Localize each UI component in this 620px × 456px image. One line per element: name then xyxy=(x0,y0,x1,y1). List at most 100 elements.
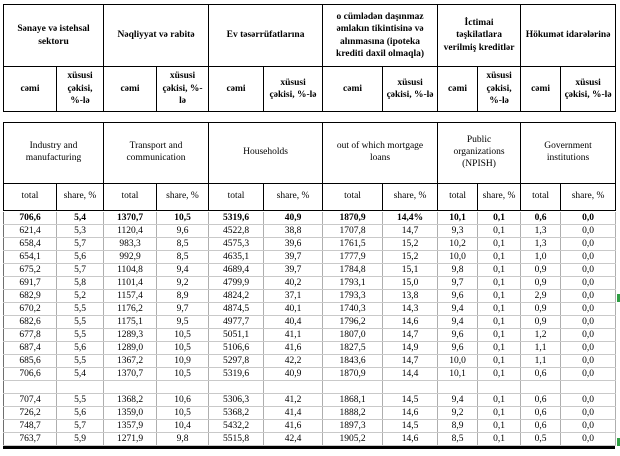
empty-cell[interactable] xyxy=(208,380,264,394)
table-cell[interactable]: 0,0 xyxy=(560,354,616,368)
en-group-households[interactable]: Households xyxy=(208,122,324,184)
table-cell[interactable]: 40,9 xyxy=(263,212,323,225)
table-cell[interactable]: 1793,1 xyxy=(322,276,383,290)
table-cell[interactable]: 0,1 xyxy=(477,302,521,316)
table-cell[interactable]: 37,1 xyxy=(263,289,323,303)
table-cell[interactable]: 9,4 xyxy=(437,315,478,329)
table-cell[interactable]: 5,9 xyxy=(56,432,104,446)
table-cell[interactable]: 1740,3 xyxy=(322,302,383,316)
az-total-header[interactable]: cəmi xyxy=(437,66,479,112)
table-cell[interactable]: 0,1 xyxy=(477,419,521,433)
table-cell[interactable]: 10,9 xyxy=(156,354,209,368)
table-cell[interactable]: 0,1 xyxy=(477,328,521,342)
az-share-header[interactable]: xüsusi çəkisi, %-lə xyxy=(382,66,439,112)
table-cell[interactable]: 763,7 xyxy=(3,432,57,446)
table-cell[interactable]: 14,7 xyxy=(382,328,438,342)
table-cell[interactable]: 9,8 xyxy=(437,263,478,277)
table-cell[interactable]: 0,0 xyxy=(560,289,616,303)
table-cell[interactable]: 0,1 xyxy=(477,432,521,446)
table-cell[interactable]: 5368,2 xyxy=(208,406,264,420)
table-cell[interactable]: 9,4 xyxy=(437,302,478,316)
table-cell[interactable]: 1796,2 xyxy=(322,315,383,329)
en-share-header[interactable]: share, % xyxy=(560,183,617,211)
table-cell[interactable]: 10,1 xyxy=(437,367,478,381)
table-cell[interactable]: 1271,9 xyxy=(103,432,157,446)
table-cell[interactable]: 14,9 xyxy=(382,341,438,355)
table-cell[interactable]: 40,1 xyxy=(263,302,323,316)
table-cell[interactable]: 5,5 xyxy=(56,354,104,368)
table-cell[interactable]: 0,6 xyxy=(520,212,561,225)
table-cell[interactable]: 1357,9 xyxy=(103,419,157,433)
az-group-households[interactable]: Ev təsərrüfatlarına xyxy=(208,4,324,67)
table-cell[interactable]: 9,7 xyxy=(156,302,209,316)
table-cell[interactable]: 1888,2 xyxy=(322,406,383,420)
table-cell[interactable]: 5,7 xyxy=(56,237,104,251)
table-cell[interactable]: 1,3 xyxy=(520,224,561,238)
table-cell[interactable]: 14,6 xyxy=(382,406,438,420)
table-cell[interactable]: 9,4 xyxy=(156,263,209,277)
table-cell[interactable]: 1120,4 xyxy=(103,224,157,238)
table-cell[interactable]: 8,9 xyxy=(156,289,209,303)
az-group-mortgage[interactable]: o cümlədən daşınmaz əmlakın tikintisinə … xyxy=(322,4,439,67)
az-total-header[interactable]: cəmi xyxy=(103,66,158,112)
table-cell[interactable]: 0,5 xyxy=(520,432,561,446)
table-cell[interactable]: 1368,2 xyxy=(103,393,157,407)
table-cell[interactable]: 4575,3 xyxy=(208,237,264,251)
table-cell[interactable]: 0,1 xyxy=(477,276,521,290)
table-cell[interactable]: 39,7 xyxy=(263,263,323,277)
table-cell[interactable]: 8,5 xyxy=(437,432,478,446)
az-share-header[interactable]: xüsusi çəkisi, %-lə xyxy=(477,66,522,112)
table-cell[interactable]: 1870,9 xyxy=(322,367,383,381)
table-cell[interactable]: 5,5 xyxy=(56,315,104,329)
table-cell[interactable]: 0,9 xyxy=(520,302,561,316)
table-cell[interactable]: 42,2 xyxy=(263,354,323,368)
table-cell[interactable]: 41,6 xyxy=(263,419,323,433)
table-cell[interactable]: 5,5 xyxy=(56,328,104,342)
table-cell[interactable]: 10,5 xyxy=(156,367,209,381)
table-cell[interactable]: 14,7 xyxy=(382,224,438,238)
table-cell[interactable]: 1761,5 xyxy=(322,237,383,251)
table-cell[interactable]: 5,4 xyxy=(56,212,104,225)
table-cell[interactable]: 5,3 xyxy=(56,224,104,238)
table-cell[interactable]: 0,9 xyxy=(520,263,561,277)
en-group-public-orgs[interactable]: Public organizations (NPISH) xyxy=(437,122,522,184)
table-cell[interactable]: 9,6 xyxy=(437,341,478,355)
table-cell[interactable]: 0,0 xyxy=(560,432,616,446)
table-cell[interactable]: 0,1 xyxy=(477,237,521,251)
table-cell[interactable]: 1,1 xyxy=(520,354,561,368)
table-cell[interactable]: 40,4 xyxy=(263,315,323,329)
table-cell[interactable]: 0,0 xyxy=(560,406,616,420)
table-cell[interactable]: 5297,8 xyxy=(208,354,264,368)
table-cell[interactable]: 983,3 xyxy=(103,237,157,251)
az-share-header[interactable]: xüsusi çəkisi, %-lə xyxy=(560,66,617,112)
table-cell[interactable]: 0,0 xyxy=(560,250,616,264)
table-cell[interactable]: 0,0 xyxy=(560,263,616,277)
table-cell[interactable]: 1289,3 xyxy=(103,328,157,342)
table-cell[interactable]: 0,9 xyxy=(520,315,561,329)
table-cell[interactable]: 1905,2 xyxy=(322,432,383,446)
table-cell[interactable]: 654,1 xyxy=(3,250,57,264)
table-cell[interactable]: 670,2 xyxy=(3,302,57,316)
table-cell[interactable]: 8,5 xyxy=(156,250,209,264)
table-cell[interactable]: 10,5 xyxy=(156,406,209,420)
en-share-header[interactable]: share, % xyxy=(263,183,324,211)
table-cell[interactable]: 0,6 xyxy=(520,406,561,420)
table-cell[interactable]: 1,2 xyxy=(520,328,561,342)
az-group-industry[interactable]: Sənaye və istehsal sektoru xyxy=(2,4,105,67)
en-total-header[interactable]: total xyxy=(437,183,479,211)
table-cell[interactable]: 1370,7 xyxy=(103,367,157,381)
table-cell[interactable]: 1897,3 xyxy=(322,419,383,433)
table-cell[interactable]: 40,9 xyxy=(263,367,323,381)
table-cell[interactable]: 39,7 xyxy=(263,250,323,264)
table-cell[interactable]: 1843,6 xyxy=(322,354,383,368)
table-cell[interactable]: 1793,3 xyxy=(322,289,383,303)
az-group-transport[interactable]: Nəqliyyat və rabitə xyxy=(103,4,210,67)
table-cell[interactable]: 10,5 xyxy=(156,212,209,225)
en-share-header[interactable]: share, % xyxy=(382,183,439,211)
table-cell[interactable]: 4799,9 xyxy=(208,276,264,290)
table-cell[interactable]: 38,8 xyxy=(263,224,323,238)
table-cell[interactable]: 1777,9 xyxy=(322,250,383,264)
table-cell[interactable]: 1370,7 xyxy=(103,212,157,225)
table-cell[interactable]: 0,1 xyxy=(477,393,521,407)
table-cell[interactable]: 675,2 xyxy=(3,263,57,277)
